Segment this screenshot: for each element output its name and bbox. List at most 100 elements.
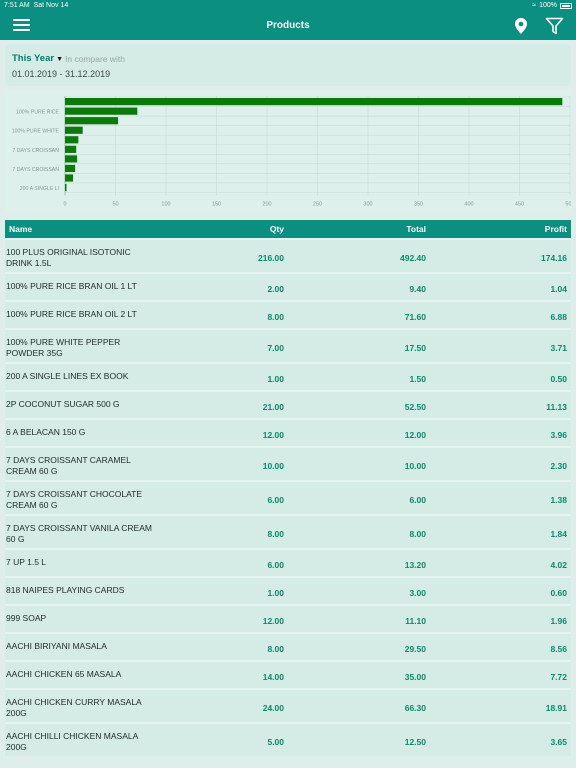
chart-x-tick-label: 250 [313,202,322,208]
chart-x-tick-label: 500 [565,202,571,208]
row-total: 1.50 [409,374,426,384]
chart-bar [65,117,119,125]
row-profit: 1.38 [550,495,567,505]
table-row[interactable]: 2P COCONUT SUGAR 500 G 21.00 52.50 11.13 [5,390,571,418]
table-row[interactable]: 7 DAYS CROISSANT CHOCOLATE CREAM 60 G 6.0… [5,480,571,514]
table-row[interactable]: 818 NAIPES PLAYING CARDS 1.00 3.00 0.60 [5,576,571,604]
chart-y-tick-label: 200 A SINGLE LI [20,186,59,192]
row-product-name: AACHI CHICKEN CURRY MASALA 200G [6,697,142,718]
chart-bar [65,107,138,115]
row-total: 10.00 [404,461,426,471]
table-row[interactable]: AACHI CHILLI CHICKEN MASALA 200G 5.00 12.5… [5,722,571,756]
battery-icon [560,2,572,9]
chart-bar [65,155,78,163]
chart-x-tick-label: 100 [161,202,170,208]
table-row[interactable]: 100% PURE RICE BRAN OIL 1 LT 2.00 9.40 1.04 [5,272,571,300]
row-profit: 0.50 [550,374,567,384]
row-total: 66.30 [404,703,426,713]
row-product-name: 100% PURE RICE BRAN OIL 1 LT [6,281,137,291]
chart-bar [65,98,563,106]
row-product-name: 7 DAYS CROISSANT CARAMEL CREAM 60 G [6,455,131,476]
battery-percent: 100% [539,2,557,9]
row-qty: 2.00 [267,284,284,294]
table-row[interactable]: AACHI BIRIYANI MASALA 8.00 29.50 8.56 [5,632,571,660]
row-total: 29.50 [404,644,426,654]
row-qty: 21.00 [262,402,284,412]
table-row[interactable]: 999 SOAP 12.00 11.10 1.96 [5,604,571,632]
row-product-name: 7 DAYS CROISSANT CHOCOLATE CREAM 60 G [6,489,143,510]
row-qty: 14.00 [262,672,284,682]
table-row[interactable]: 200 A SINGLE LINES EX BOOK 1.00 1.50 0.50 [5,362,571,390]
chart-y-tick-label: 100% PURE WHITE [12,129,60,135]
table-row[interactable]: 6 A BELACAN 150 G 12.00 12.00 3.96 [5,418,571,446]
chart-x-tick-label: 400 [464,202,473,208]
row-qty: 7.00 [267,343,284,353]
row-product-name: 100% PURE RICE BRAN OIL 2 LT [6,309,137,319]
row-profit: 6.88 [550,312,567,322]
nav-bar: Products [0,12,576,40]
row-qty: 12.00 [262,616,284,626]
chart-x-tick-label: 150 [212,202,221,208]
status-bar: 7:51 AM Sat Nov 14 ≈ 100% [0,0,576,12]
row-qty: 6.00 [267,495,284,505]
chart-bar [65,145,77,153]
column-header-qty[interactable]: Qty [269,224,284,234]
chart-bar [65,174,74,182]
table-row[interactable]: 7 DAYS CROISSANT VANILA CREAM 60 G 8.00 8.… [5,514,571,548]
row-qty: 10.00 [262,461,284,471]
compare-label: In compare with [65,54,125,64]
row-product-name: 100% PURE WHITE PEPPER POWDER 35G [6,337,121,358]
row-qty: 216.00 [258,253,284,263]
row-qty: 8.00 [267,529,284,539]
row-product-name: 6 A BELACAN 150 G [6,427,86,437]
filter-icon[interactable] [545,17,564,35]
row-profit: 3.71 [550,343,567,353]
table-row[interactable]: 7 DAYS CROISSANT CARAMEL CREAM 60 G 10.00… [5,446,571,480]
row-profit: 3.65 [550,737,567,747]
row-total: 492.40 [400,253,426,263]
row-product-name: AACHI BIRIYANI MASALA [6,641,107,651]
row-profit: 174.16 [541,253,567,263]
row-profit: 8.56 [550,644,567,654]
table-row[interactable]: AACHI CHICKEN 65 MASALA 14.00 35.00 7.72 [5,660,571,688]
row-qty: 1.00 [267,588,284,598]
row-profit: 7.72 [550,672,567,682]
menu-icon[interactable] [13,18,30,32]
period-dropdown[interactable]: This Year ▼ [12,53,64,64]
row-qty: 8.00 [267,644,284,654]
table-row[interactable]: AACHI CHICKEN CURRY MASALA 200G 24.00 66.3… [5,688,571,722]
row-product-name: 100 PLUS ORIGINAL ISOTONIC DRINK 1.5L [6,247,131,268]
chart-bar [65,126,83,134]
table-row[interactable]: 7 UP 1.5 L 6.00 13.20 4.02 [5,548,571,576]
row-qty: 8.00 [267,312,284,322]
column-header-name[interactable]: Name [9,224,33,234]
chart-x-tick-label: 0 [63,202,66,208]
row-product-name: 200 A SINGLE LINES EX BOOK [6,371,129,381]
chart-y-tick-label: 100% PURE RICE [16,110,59,116]
row-qty: 5.00 [267,737,284,747]
caret-down-icon: ▼ [56,56,64,63]
chart-y-tick-label: 7 DAYS CROISSAN [12,148,59,154]
row-product-name: AACHI CHILLI CHICKEN MASALA 200G [6,731,138,752]
chart-x-tick-label: 300 [363,202,372,208]
date-range[interactable]: 01.01.2019 - 31.12.2019 [12,69,111,79]
row-product-name: 999 SOAP [6,613,47,623]
table-body: 100 PLUS ORIGINAL ISOTONIC DRINK 1.5L 216… [5,238,571,756]
table-row[interactable]: 100% PURE RICE BRAN OIL 2 LT 8.00 71.60 6.8… [5,300,571,328]
table-header: Name Qty Total Profit [5,220,571,238]
chart-x-tick-label: 450 [515,202,524,208]
row-profit: 1.84 [550,529,567,539]
row-product-name: 7 DAYS CROISSANT VANILA CREAM 60 G [6,523,152,544]
table-row[interactable]: 100 PLUS ORIGINAL ISOTONIC DRINK 1.5L 216… [5,238,571,272]
table-row[interactable]: 100% PURE WHITE PEPPER POWDER 35G 7.00 17.… [5,328,571,362]
column-header-total[interactable]: Total [406,224,426,234]
column-header-profit[interactable]: Profit [544,224,567,234]
row-profit: 0.60 [550,588,567,598]
row-total: 3.00 [409,588,426,598]
row-profit: 1.96 [550,616,567,626]
location-pin-icon[interactable] [513,17,529,35]
products-table: Name Qty Total Profit 100 PLUS ORIGINAL … [5,220,571,756]
status-time: 7:51 AM Sat Nov 14 [4,2,69,9]
row-profit: 2.30 [550,461,567,471]
row-product-name: 2P COCONUT SUGAR 500 G [6,399,120,409]
